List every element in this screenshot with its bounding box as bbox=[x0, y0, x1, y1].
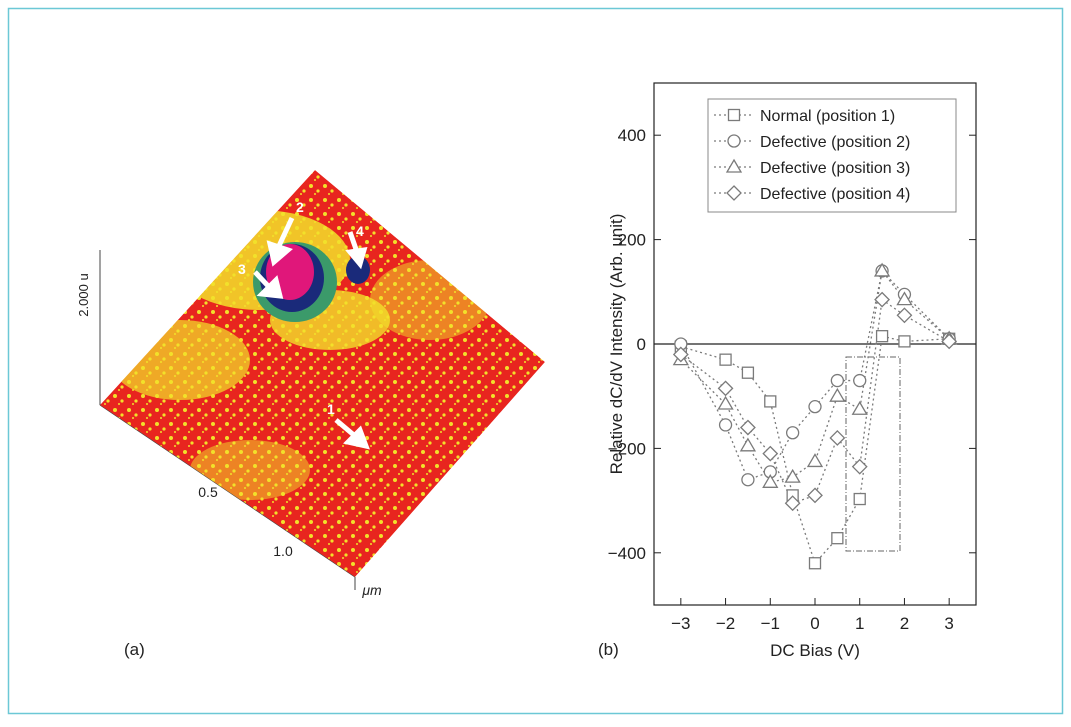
x-tick-label: −3 bbox=[671, 614, 690, 633]
data-point bbox=[806, 453, 824, 468]
data-point bbox=[829, 430, 846, 446]
data-point bbox=[830, 373, 845, 388]
data-point bbox=[784, 495, 801, 512]
data-point bbox=[808, 399, 822, 414]
arrow-label: 2 bbox=[296, 199, 304, 215]
series-line bbox=[680, 298, 950, 505]
legend-label: Normal (position 1) bbox=[760, 108, 895, 125]
x-tick-label: −2 bbox=[716, 614, 735, 633]
arrow-label: 3 bbox=[238, 261, 246, 277]
y-tick-label: 200 bbox=[618, 231, 646, 250]
y-tick-label: −400 bbox=[608, 544, 646, 563]
x-tick-label: 3 bbox=[944, 614, 953, 633]
data-point bbox=[874, 291, 891, 308]
arrow-label: 1 bbox=[327, 401, 335, 417]
legend-marker bbox=[726, 185, 742, 201]
data-point bbox=[762, 474, 779, 488]
data-point bbox=[739, 419, 756, 436]
y-axis-title: Relative dC/dV Intensity (Arb. unit) bbox=[607, 214, 626, 475]
data-point bbox=[807, 487, 823, 504]
afm-image bbox=[99, 170, 545, 590]
data-point bbox=[831, 532, 844, 545]
highlight-box bbox=[845, 356, 901, 552]
data-point bbox=[764, 395, 777, 408]
data-point bbox=[719, 353, 732, 366]
data-point bbox=[853, 492, 866, 506]
x-tick-label: 2 bbox=[900, 614, 909, 633]
x-tick-label: −1 bbox=[761, 614, 780, 633]
axis-tick-label: 0.5 bbox=[198, 484, 218, 500]
data-point bbox=[873, 262, 891, 277]
data-point bbox=[851, 458, 868, 475]
data-point bbox=[808, 557, 822, 570]
data-point bbox=[718, 418, 733, 432]
legend-marker bbox=[725, 158, 743, 173]
legend-label: Defective (position 2) bbox=[760, 134, 910, 151]
y-tick-label: 0 bbox=[637, 335, 646, 354]
legend-label: Defective (position 4) bbox=[760, 186, 910, 203]
data-point bbox=[896, 291, 913, 306]
data-point bbox=[717, 395, 734, 410]
data-point bbox=[875, 330, 889, 343]
data-point bbox=[741, 473, 755, 487]
data-point bbox=[717, 380, 734, 397]
arrow-label: 4 bbox=[356, 223, 364, 239]
series-line bbox=[680, 269, 950, 481]
data-point bbox=[741, 366, 755, 379]
data-point bbox=[784, 468, 801, 483]
series-line bbox=[680, 335, 950, 565]
data-point bbox=[898, 335, 911, 348]
axis-unit: μm bbox=[361, 582, 382, 598]
data-point bbox=[851, 400, 868, 415]
data-point bbox=[785, 426, 800, 440]
x-tick-label: 0 bbox=[810, 614, 819, 633]
series-line bbox=[680, 269, 950, 484]
y-tick-label: 400 bbox=[618, 126, 646, 145]
legend-label: Defective (position 3) bbox=[760, 160, 910, 177]
data-point bbox=[672, 346, 689, 363]
frame bbox=[7, 7, 1064, 715]
data-point bbox=[896, 307, 913, 324]
x-axis-title: DC Bias (V) bbox=[770, 641, 860, 660]
panel-label: (b) bbox=[598, 640, 619, 659]
panel-label: (a) bbox=[124, 640, 145, 659]
data-point bbox=[853, 373, 867, 388]
data-point bbox=[739, 437, 757, 452]
legend-marker bbox=[727, 134, 741, 148]
x-tick-label: 1 bbox=[855, 614, 864, 633]
data-point bbox=[762, 445, 779, 462]
z-scale: 2.000 u bbox=[76, 273, 91, 316]
y-tick-label: −200 bbox=[608, 439, 646, 458]
axis-tick-label: 1.0 bbox=[273, 543, 293, 559]
data-point bbox=[941, 333, 958, 350]
data-point bbox=[829, 387, 846, 402]
legend-marker bbox=[727, 108, 741, 122]
